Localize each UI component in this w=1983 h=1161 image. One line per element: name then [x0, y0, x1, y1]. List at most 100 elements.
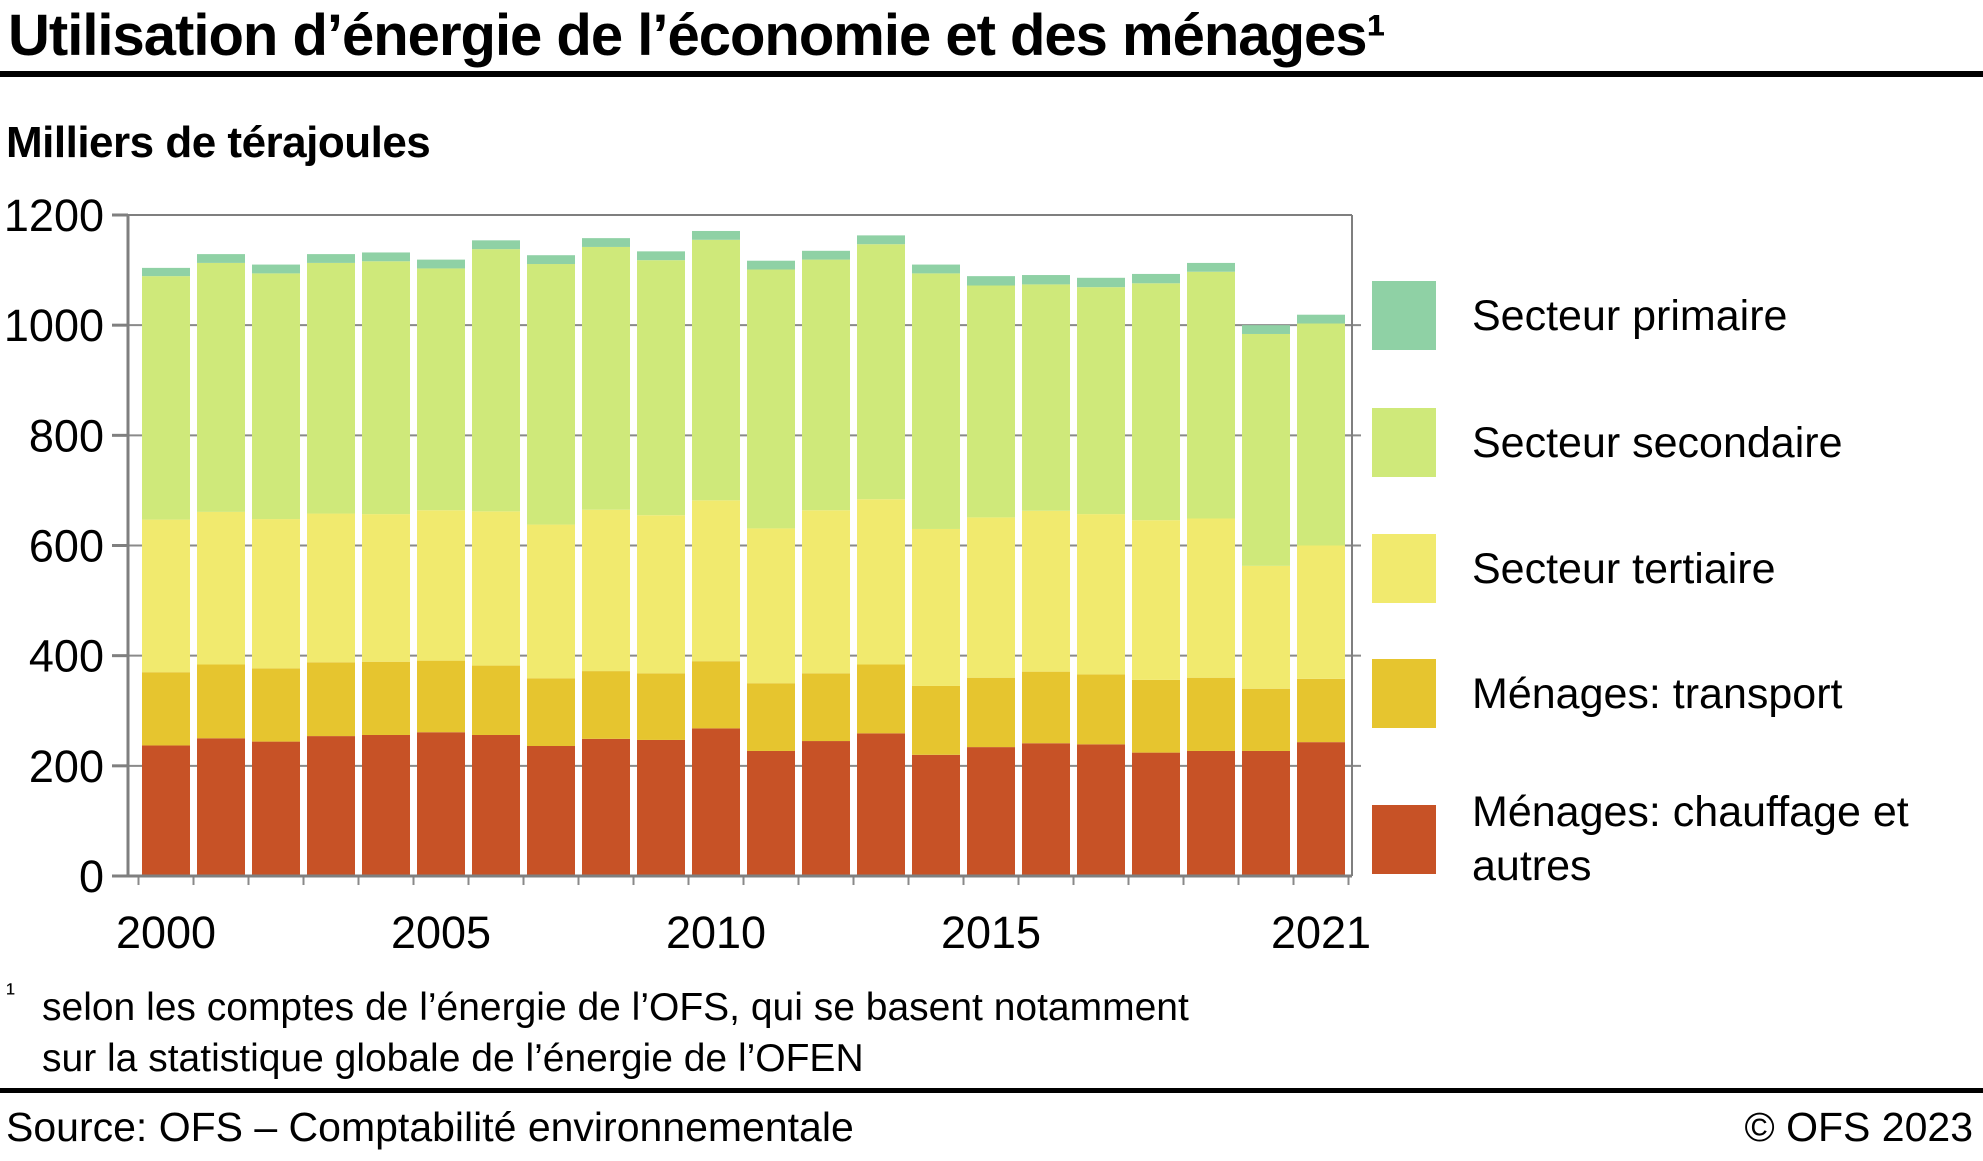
legend-swatch-transport — [1372, 659, 1436, 728]
bar-segment — [857, 733, 905, 876]
page-title: Utilisation d’énergie de l’économie et d… — [8, 3, 1386, 68]
bar-segment — [692, 500, 740, 662]
bar-segment — [1022, 275, 1070, 285]
bar-segment — [362, 261, 410, 515]
bar-segment — [747, 750, 795, 876]
x-axis-label: 2015 — [941, 907, 1041, 958]
bar-segment — [637, 260, 685, 516]
legend-item-secteur-primaire: Secteur primaire — [1372, 281, 1952, 350]
bar-segment — [1132, 679, 1180, 753]
legend-swatch-primaire — [1372, 281, 1436, 350]
footer-rule — [0, 1088, 1983, 1093]
bar-segment — [1297, 323, 1345, 546]
bar-segment — [1242, 325, 1290, 334]
y-axis-label: 800 — [29, 410, 104, 461]
bar-segment — [912, 685, 960, 755]
bar-segment — [912, 273, 960, 529]
y-axis-label: 600 — [29, 521, 104, 572]
bar-segment — [967, 747, 1015, 876]
bar-segment — [967, 285, 1015, 518]
bar-segment — [912, 528, 960, 686]
footnote-line-2: sur la statistique globale de l’énergie … — [42, 1037, 864, 1080]
bar-segment — [1242, 333, 1290, 566]
bar-segment — [527, 524, 575, 679]
bar-segment — [637, 739, 685, 876]
legend-item-menages-chauffage: Ménages: chauffage et autres — [1372, 785, 1952, 893]
bar-segment — [747, 683, 795, 751]
bar-segment — [1187, 677, 1235, 751]
bar-segment — [472, 240, 520, 250]
legend-label: Ménages: transport — [1472, 669, 1843, 718]
legend-swatch-secondaire — [1372, 408, 1436, 477]
bar-segment — [802, 510, 850, 674]
bar-segment — [362, 661, 410, 735]
bar-segment — [1132, 520, 1180, 680]
legend-label: Secteur tertiaire — [1472, 544, 1776, 593]
copyright-text: © OFS 2023 — [1744, 1104, 1973, 1150]
x-axis-label: 2010 — [666, 907, 766, 958]
bar-segment — [417, 660, 465, 733]
bar-segment — [582, 246, 630, 510]
bar-segment — [967, 677, 1015, 748]
bar-segment — [362, 252, 410, 262]
bar-segment — [1187, 271, 1235, 519]
bar-segment — [1132, 283, 1180, 521]
bar-segment — [527, 264, 575, 525]
bar-segment — [857, 235, 905, 245]
legend-item-secteur-secondaire: Secteur secondaire — [1372, 408, 1952, 477]
bar-segment — [417, 259, 465, 269]
bar-segment — [967, 517, 1015, 678]
bar-segment — [307, 662, 355, 737]
x-axis-label: 2021 — [1271, 907, 1371, 958]
legend-swatch-chauffage — [1372, 804, 1436, 874]
bar-segment — [967, 276, 1015, 286]
bar-segment — [142, 276, 190, 520]
bar-segment — [1187, 262, 1235, 272]
legend-label: Secteur secondaire — [1472, 418, 1843, 467]
bar-segment — [1297, 678, 1345, 743]
footnote-marker: ¹ — [6, 978, 15, 1008]
y-axis-label: 1200 — [4, 190, 104, 241]
bar-segment — [1297, 545, 1345, 679]
bar-segment — [1242, 750, 1290, 876]
legend-label: Secteur primaire — [1472, 291, 1788, 340]
legend-label: Ménages: chauffage et autres — [1472, 788, 1909, 890]
bar-segment — [692, 728, 740, 876]
bar-segment — [362, 514, 410, 662]
bar-segment — [692, 230, 740, 240]
legend-item-menages-transport: Ménages: transport — [1372, 659, 1952, 728]
bar-segment — [1022, 510, 1070, 672]
bar-segment — [527, 255, 575, 265]
bar-segment — [252, 273, 300, 520]
bar-segment — [912, 264, 960, 274]
bar-segment — [472, 734, 520, 876]
bar-segment — [1242, 688, 1290, 751]
bar-segment — [307, 262, 355, 514]
bar-segment — [417, 268, 465, 511]
bar-segment — [857, 664, 905, 734]
bar-segment — [747, 269, 795, 529]
bar-segment — [197, 511, 245, 665]
bar-segment — [527, 746, 575, 876]
bar-segment — [1077, 744, 1125, 876]
bar-segment — [417, 510, 465, 661]
y-axis-label: 400 — [29, 631, 104, 682]
y-axis-label: 200 — [29, 741, 104, 792]
bar-segment — [1297, 742, 1345, 876]
bar-segment — [637, 251, 685, 261]
bar-segment — [582, 738, 630, 876]
title-rule — [0, 71, 1983, 77]
bar-segment — [802, 250, 850, 260]
source-text: Source: OFS – Comptabilité environnement… — [6, 1104, 854, 1150]
bar-segment — [802, 741, 850, 876]
bar-segment — [252, 668, 300, 742]
bar-segment — [142, 672, 190, 746]
chart-unit-label: Milliers de térajoules — [6, 118, 431, 167]
bar-segment — [582, 509, 630, 672]
bar-segment — [472, 665, 520, 735]
bar-segment — [1077, 277, 1125, 288]
bar-segment — [472, 249, 520, 512]
bar-segment — [142, 519, 190, 673]
bar-segment — [582, 671, 630, 739]
bar-segment — [252, 264, 300, 274]
